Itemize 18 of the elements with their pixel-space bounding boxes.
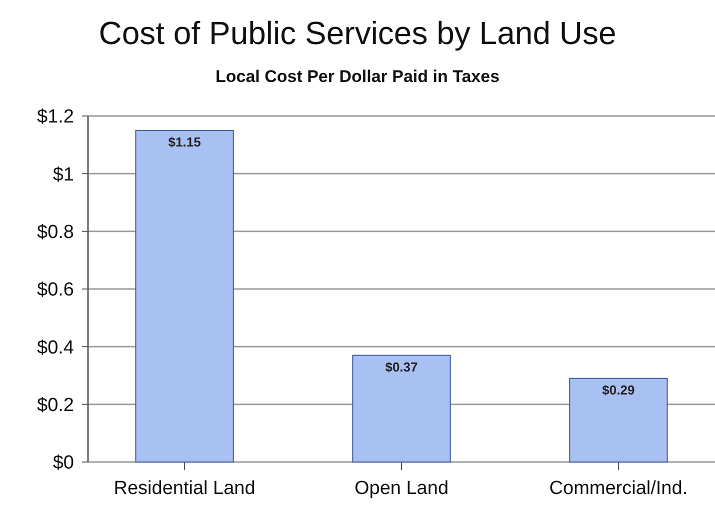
x-tick-label: Open Land (354, 478, 449, 499)
bar (352, 354, 451, 462)
y-tick-label: $0.8 (37, 222, 74, 243)
bar (135, 130, 234, 462)
y-tick-label: $0.6 (37, 280, 74, 301)
chart-subtitle: Local Cost Per Dollar Paid in Taxes (215, 67, 500, 86)
y-tick-label: $1.2 (37, 106, 74, 128)
y-tick-label: $0.4 (37, 337, 74, 358)
y-tick-label: $0 (52, 452, 74, 474)
data-label: $1.15 (168, 134, 201, 150)
data-label: $0.29 (602, 382, 635, 398)
chart-title: Cost of Public Services by Land Use (98, 15, 616, 51)
y-tick-label: $0.2 (37, 394, 74, 416)
data-label: $0.37 (385, 359, 418, 374)
x-tick-label: Commercial/Ind. (549, 478, 688, 499)
x-tick-label: Residential Land (114, 478, 256, 499)
bar (569, 378, 668, 462)
y-tick-label: $1 (52, 164, 74, 186)
